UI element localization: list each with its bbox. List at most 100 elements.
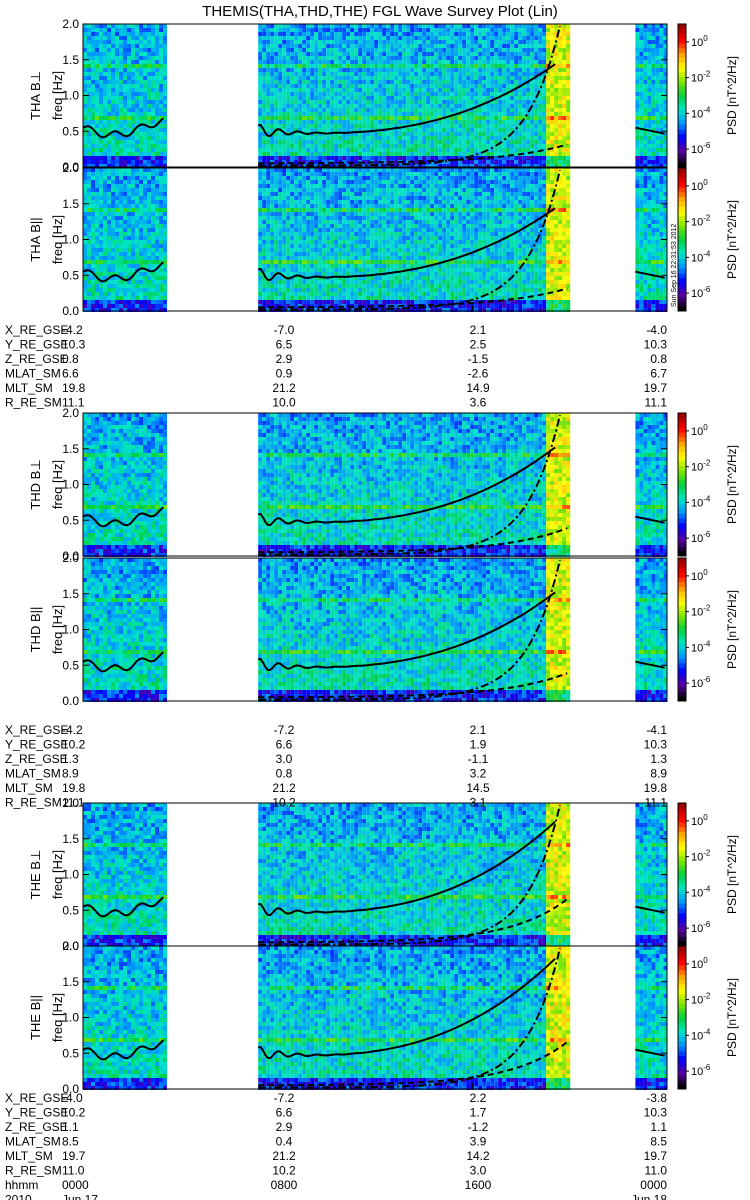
spectrogram-cell <box>542 48 547 52</box>
spectrogram-cell <box>103 296 107 300</box>
spectrogram-cell <box>394 56 399 60</box>
spectrogram-cell <box>330 44 335 48</box>
spectrogram-cell <box>111 72 115 76</box>
spectrogram-cell <box>414 72 419 76</box>
spectrogram-cell <box>370 120 375 124</box>
spectrogram-cell <box>115 40 119 44</box>
spectrogram-cell <box>450 128 455 132</box>
spectrogram-cell <box>302 108 307 112</box>
spectrogram-cell <box>434 56 439 60</box>
spectrogram-cell <box>330 52 335 56</box>
spectrogram-cell <box>374 76 379 80</box>
spectrogram-cell <box>131 304 135 308</box>
spectrogram-cell <box>647 144 652 148</box>
spectrogram-cell <box>155 232 159 236</box>
spectrogram-cell <box>358 32 363 36</box>
spectrogram-cell <box>139 32 143 36</box>
spectrogram-cell <box>139 52 143 56</box>
spectrogram-cell <box>486 112 491 116</box>
spectrogram-cell <box>546 40 551 44</box>
spectrogram-cell <box>406 68 411 72</box>
spectrogram-cell <box>278 152 283 156</box>
spectrogram-cell <box>522 128 527 132</box>
spectrogram-cell <box>87 152 91 156</box>
spectrogram-cell <box>282 240 287 244</box>
spectrogram-cell <box>446 60 451 64</box>
spectrogram-cell <box>111 304 115 308</box>
spectrogram-cell <box>294 104 299 108</box>
spectrogram-cell <box>478 80 483 84</box>
spectrogram-cell <box>338 144 343 148</box>
spectrogram-cell <box>135 212 139 216</box>
spectrogram-cell <box>87 180 91 184</box>
spectrogram-cell <box>107 128 111 132</box>
spectrogram-cell <box>346 72 351 76</box>
spectrogram-cell <box>410 44 415 48</box>
spectrogram-cell <box>270 292 275 296</box>
spectrogram-cell <box>111 120 115 124</box>
spectrogram-cell <box>450 156 455 160</box>
spectrogram-cell <box>111 264 115 268</box>
spectrogram-cell <box>430 164 435 168</box>
spectrogram-cell <box>546 112 551 116</box>
spectrogram-cell <box>442 140 447 144</box>
spectrogram-cell <box>382 48 387 52</box>
spectrogram-cell <box>478 160 483 164</box>
spectrogram-cell <box>402 72 407 76</box>
spectrogram-cell <box>474 76 479 80</box>
spectrogram-cell <box>318 84 323 88</box>
spectrogram-cell <box>346 76 351 80</box>
spectrogram-cell <box>566 144 571 148</box>
spectrogram-cell <box>414 156 419 160</box>
spectrogram-cell <box>83 296 87 300</box>
spectrogram-cell <box>274 228 279 232</box>
spectrogram-cell <box>454 72 459 76</box>
spectrogram-cell <box>135 188 139 192</box>
spectrogram-cell <box>107 60 111 64</box>
spectrogram-cell <box>398 144 403 148</box>
spectrogram-cell <box>119 204 123 208</box>
spectrogram-cell <box>494 64 499 68</box>
spectrogram-cell <box>530 96 535 100</box>
spectrogram-cell <box>438 144 443 148</box>
spectrogram-cell <box>151 224 155 228</box>
spectrogram-cell <box>266 224 271 228</box>
spectrogram-cell <box>322 100 327 104</box>
spectrogram-cell <box>91 56 95 60</box>
spectrogram-cell <box>426 116 431 120</box>
spectrogram-cell <box>111 24 115 28</box>
spectrogram-cell <box>506 116 511 120</box>
spectrogram-cell <box>655 160 660 164</box>
spectrogram-cell <box>155 304 159 308</box>
spectrogram-cell <box>454 128 459 132</box>
spectrogram-cell <box>111 280 115 284</box>
spectrogram-cell <box>659 28 664 32</box>
spectrogram-cell <box>294 84 299 88</box>
spectrogram-cell <box>139 232 143 236</box>
spectrogram-cell <box>282 84 287 88</box>
spectrogram-cell <box>643 28 648 32</box>
spectrogram-cell <box>370 80 375 84</box>
spectrogram-cell <box>163 56 167 60</box>
spectrogram-cell <box>270 56 275 60</box>
spectrogram-cell <box>286 220 291 224</box>
spectrogram-cell <box>402 48 407 52</box>
spectrogram-cell <box>266 52 271 56</box>
spectrogram-cell <box>558 48 563 52</box>
spectrogram-cell <box>123 56 127 60</box>
spectrogram-cell <box>302 136 307 140</box>
spectrogram-cell <box>258 84 263 88</box>
spectrogram-cell <box>334 88 339 92</box>
spectrogram-cell <box>290 128 295 132</box>
spectrogram-cell <box>486 72 491 76</box>
spectrogram-cell <box>639 84 644 88</box>
spectrogram-cell <box>386 76 391 80</box>
spectrogram-cell <box>147 156 151 160</box>
spectrogram-cell <box>107 264 111 268</box>
spectrogram-cell <box>119 296 123 300</box>
spectrogram-cell <box>159 208 163 212</box>
spectrogram-cell <box>155 300 159 304</box>
spectrogram-cell <box>159 196 163 200</box>
spectrogram-cell <box>294 276 299 280</box>
spectrogram-cell <box>155 76 159 80</box>
